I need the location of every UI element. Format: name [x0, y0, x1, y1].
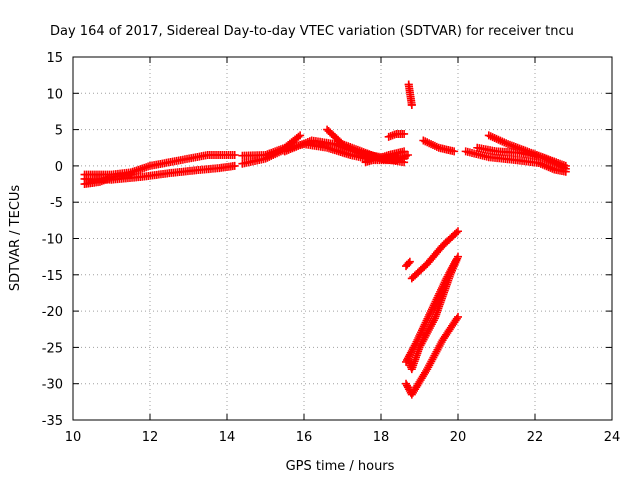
series-steep-upper — [407, 227, 462, 283]
data-point — [230, 161, 239, 170]
series-steep-upper-start — [402, 257, 414, 271]
data-marks — [80, 80, 570, 399]
data-point — [126, 169, 135, 178]
y-tick-label: 10 — [46, 87, 63, 102]
y-tick-label: 0 — [55, 160, 63, 175]
data-point — [454, 312, 462, 321]
data-point — [230, 151, 239, 160]
series-arc-mid-f — [361, 147, 409, 167]
data-point — [404, 80, 413, 89]
data-point — [561, 164, 570, 173]
series-steep-lower — [402, 312, 462, 399]
data-point — [452, 314, 461, 323]
x-tick-label: 10 — [65, 430, 82, 445]
y-axis-ticks: 15 10 5 0 -5 -10 -15 -20 -25 -30 -35 — [42, 51, 612, 429]
data-point — [452, 256, 461, 265]
data-point — [294, 132, 303, 141]
data-point — [452, 228, 461, 237]
data-point — [405, 257, 414, 266]
y-tick-label: -20 — [42, 305, 63, 320]
series-steep-middle-2 — [402, 256, 461, 366]
grid-lines — [73, 57, 612, 420]
series-arc-mid-e — [384, 129, 409, 141]
y-tick-label: 15 — [46, 51, 63, 66]
y-tick-label: -35 — [42, 414, 63, 429]
x-tick-label: 20 — [450, 430, 467, 445]
x-tick-label: 22 — [527, 430, 544, 445]
x-tick-label: 14 — [219, 430, 236, 445]
y-tick-label: -10 — [42, 233, 63, 248]
y-tick-label: -30 — [42, 378, 63, 393]
series-arc-early-upper — [80, 151, 239, 179]
series-arc-mid-b — [238, 131, 305, 160]
data-point — [296, 131, 305, 140]
series-outliers — [404, 80, 416, 109]
x-axis-label: GPS time / hours — [286, 459, 395, 474]
x-tick-label: 12 — [142, 430, 159, 445]
y-tick-label: 5 — [55, 124, 63, 139]
x-tick-label: 16 — [296, 430, 313, 445]
data-point — [400, 129, 409, 138]
data-point — [451, 258, 460, 267]
y-tick-label: -5 — [50, 196, 63, 211]
x-tick-label: 24 — [604, 430, 621, 445]
x-tick-label: 18 — [373, 430, 390, 445]
y-axis-label: SDTVAR / TECUs — [8, 185, 23, 292]
series-arc-late-c — [473, 143, 570, 173]
data-point — [404, 259, 413, 268]
chart-title: Day 164 of 2017, Sidereal Day-to-day VTE… — [50, 24, 574, 39]
y-tick-label: -15 — [42, 269, 63, 284]
y-tick-label: -25 — [42, 341, 63, 356]
data-point — [400, 147, 409, 156]
data-point — [403, 151, 412, 160]
data-point — [454, 227, 462, 236]
series-arc-dip — [419, 136, 459, 156]
data-point — [400, 158, 409, 167]
series-arc-early-hump — [80, 169, 135, 189]
x-axis-ticks: 10 12 14 16 18 20 22 24 — [65, 57, 621, 445]
series-arc-late-a — [461, 147, 570, 176]
data-point — [450, 147, 459, 156]
data-point — [407, 100, 416, 109]
